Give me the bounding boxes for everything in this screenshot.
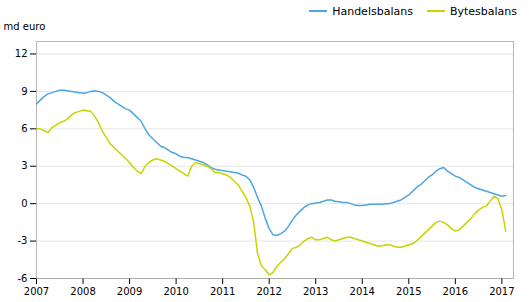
- svg-text:2014: 2014: [350, 286, 375, 297]
- svg-text:2007: 2007: [24, 286, 49, 297]
- svg-text:2008: 2008: [70, 286, 95, 297]
- svg-text:6: 6: [21, 123, 27, 134]
- svg-text:2015: 2015: [396, 286, 421, 297]
- svg-text:3: 3: [21, 160, 27, 171]
- svg-text:2010: 2010: [163, 286, 188, 297]
- svg-text:2009: 2009: [117, 286, 142, 297]
- svg-text:2011: 2011: [210, 286, 235, 297]
- svg-text:0: 0: [21, 198, 27, 209]
- svg-text:2017: 2017: [489, 286, 514, 297]
- svg-text:2012: 2012: [256, 286, 281, 297]
- svg-text:-6: -6: [18, 273, 28, 284]
- html-text:Bytesbalans: Bytesbalans: [449, 4, 517, 18]
- svg-text:-3: -3: [18, 235, 28, 246]
- svg-text:md euro: md euro: [4, 21, 46, 32]
- html-text:Handelsbalans: Handelsbalans: [332, 4, 413, 18]
- svg-text:2013: 2013: [303, 286, 328, 297]
- svg-text:2016: 2016: [443, 286, 468, 297]
- svg-text:12: 12: [15, 48, 28, 59]
- svg-text:9: 9: [21, 86, 27, 97]
